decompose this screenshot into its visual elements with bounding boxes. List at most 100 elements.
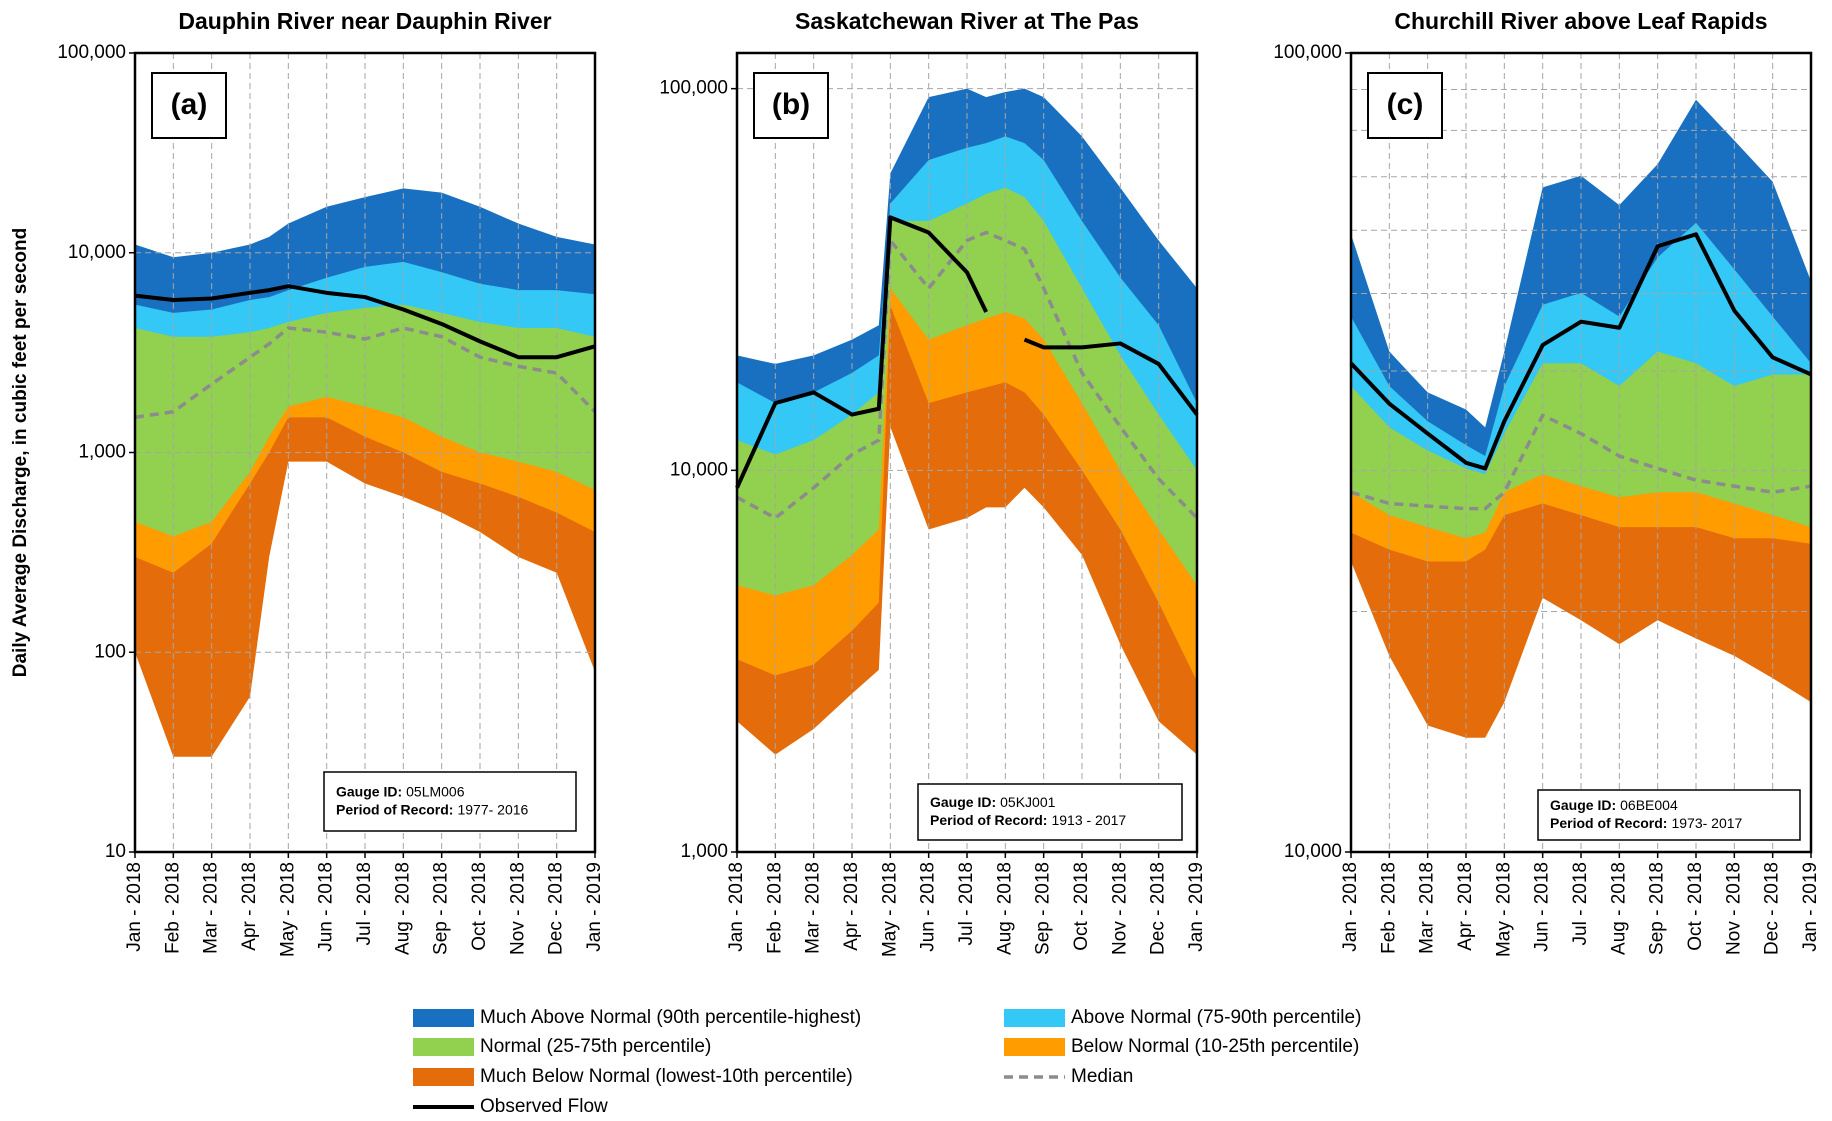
x-tick-label: Sep - 2018: [1647, 862, 1668, 955]
legend-label: Below Normal (10-25th percentile): [1071, 1036, 1359, 1057]
panel: Churchill River above Leaf Rapids 10,000 1…: [1273, 8, 1821, 957]
y-axis-label: Daily Average Discharge, in cubic feet p…: [10, 228, 31, 677]
x-tick-label: Sep - 2018: [431, 862, 452, 955]
legend-label: Above Normal (75-90th percentile): [1071, 1007, 1361, 1028]
y-tick-label: 10,000: [68, 242, 126, 263]
x-tick-label: Dec - 2018: [1148, 862, 1169, 955]
y-tick-label: 10,000: [670, 459, 728, 480]
x-tick-label: Oct - 2018: [1071, 862, 1092, 951]
gauge-box: [917, 783, 1183, 841]
gauge-info-value: 1977- 2016: [457, 801, 528, 817]
x-tick-label: Mar - 2018: [1417, 862, 1438, 954]
observed-line: [735, 215, 1199, 489]
observed-line: [1349, 232, 1812, 471]
gauge-info-label: Period of Record:: [930, 812, 1047, 828]
panel-title: Saskatchewan River at The Pas: [795, 8, 1139, 34]
legend-swatch: [413, 1009, 474, 1027]
panel: Saskatchewan River at The Pas 1,000 10,000…: [659, 8, 1207, 957]
gauge-box: [1537, 789, 1801, 841]
x-tick-label: May - 2018: [879, 862, 900, 957]
gauge-info-label: Gauge ID:: [1550, 797, 1616, 813]
median-line: [736, 230, 1199, 520]
legend: Much Above Normal (90th percentile-highe…: [413, 1007, 1361, 1117]
gauge-info-label: Gauge ID:: [336, 783, 402, 799]
gauge-info-value: 05LM006: [406, 783, 465, 799]
legend-swatch: [413, 1068, 474, 1086]
panel-label: (a): [171, 88, 208, 121]
panel-title: Churchill River above Leaf Rapids: [1394, 8, 1767, 34]
x-tick-label: Jan - 2018: [726, 862, 747, 952]
y-tick-label: 1,000: [680, 841, 728, 862]
x-tick-label: Jun - 2018: [1532, 862, 1553, 952]
panel-label: (c): [1387, 88, 1424, 121]
x-tick-label: Aug - 2018: [392, 862, 413, 955]
x-tick-label: Jan - 2018: [1340, 862, 1361, 952]
y-tick-label: 100,000: [659, 78, 728, 99]
legend-label: Much Above Normal (90th percentile-highe…: [480, 1007, 861, 1028]
y-tick-label: 10: [105, 841, 126, 862]
panel-label-box: [151, 72, 227, 139]
gauge-info-value: 05KJ001: [1000, 794, 1055, 810]
x-tick-label: Mar - 2018: [803, 862, 824, 954]
x-tick-label: Oct - 2018: [469, 862, 490, 951]
x-tick-label: Sep - 2018: [1033, 862, 1054, 955]
x-tick-label: Nov - 2018: [507, 862, 528, 955]
y-tick-label: 1,000: [78, 442, 126, 463]
gauge-info-value: 06BE004: [1620, 797, 1678, 813]
gauge-info-label: Gauge ID:: [930, 794, 996, 810]
gauge-info-value: 1973- 2017: [1671, 815, 1742, 831]
x-tick-label: Apr - 2018: [841, 862, 862, 951]
x-tick-label: Nov - 2018: [1109, 862, 1130, 955]
gauge-info: Gauge ID: 05KJ001: [930, 794, 1056, 810]
gauge-info: Period of Record: 1913 - 2017: [930, 812, 1126, 828]
gauge-info: Period of Record: 1977- 2016: [336, 801, 529, 817]
gauge-info: Gauge ID: 05LM006: [336, 783, 465, 799]
x-tick-label: Apr - 2018: [239, 862, 260, 951]
x-tick-label: Feb - 2018: [764, 862, 785, 954]
legend-swatch: [1004, 1038, 1065, 1056]
x-tick-label: Jul - 2018: [354, 862, 375, 945]
panel-label: (b): [772, 88, 810, 121]
x-tick-label: Jun - 2018: [316, 862, 337, 952]
legend-label: Normal (25-75th percentile): [480, 1036, 711, 1057]
y-tick-label: 100,000: [57, 42, 126, 63]
x-tick-label: Dec - 2018: [546, 862, 567, 955]
y-tick-label: 100: [94, 641, 126, 662]
legend-swatch: [413, 1038, 474, 1056]
gauge-box: [323, 771, 577, 832]
y-tick-label: 100,000: [1273, 42, 1342, 63]
panel-label-box: [753, 72, 829, 139]
gauge-info-label: Period of Record:: [1550, 815, 1667, 831]
gauge-info-label: Period of Record:: [336, 801, 453, 817]
panel: Dauphin River near Dauphin River Daily Av…: [10, 8, 605, 957]
x-tick-label: Jul - 2018: [1570, 862, 1591, 945]
legend-swatch: [1004, 1009, 1065, 1027]
y-tick-label: 10,000: [1284, 841, 1342, 862]
legend-label: Observed Flow: [480, 1096, 608, 1117]
x-tick-label: May - 2018: [277, 862, 298, 957]
observed-line: [134, 284, 596, 360]
x-tick-label: Aug - 2018: [994, 862, 1015, 955]
gauge-info: Period of Record: 1973- 2017: [1550, 815, 1743, 831]
gauge-info-value: 1913 - 2017: [1051, 812, 1126, 828]
x-tick-label: Apr - 2018: [1455, 862, 1476, 951]
x-tick-label: Jul - 2018: [956, 862, 977, 945]
x-tick-label: Nov - 2018: [1723, 862, 1744, 955]
x-tick-label: May - 2018: [1493, 862, 1514, 957]
x-tick-label: Jan - 2019: [1186, 862, 1207, 952]
panel-label-box: [1367, 72, 1443, 139]
legend-label: Median: [1071, 1066, 1133, 1087]
gauge-info: Gauge ID: 06BE004: [1550, 797, 1678, 813]
x-tick-label: Jan - 2019: [1800, 862, 1821, 952]
median-line: [134, 326, 597, 420]
legend-label: Much Below Normal (lowest-10th percentil…: [480, 1066, 853, 1087]
x-tick-label: Feb - 2018: [162, 862, 183, 954]
x-tick-label: Oct - 2018: [1685, 862, 1706, 951]
x-tick-label: Jan - 2019: [584, 862, 605, 952]
x-tick-label: Dec - 2018: [1762, 862, 1783, 955]
x-tick-label: Jun - 2018: [918, 862, 939, 952]
x-tick-label: Mar - 2018: [201, 862, 222, 954]
panel-title: Dauphin River near Dauphin River: [178, 8, 551, 34]
x-tick-label: Jan - 2018: [124, 862, 145, 952]
